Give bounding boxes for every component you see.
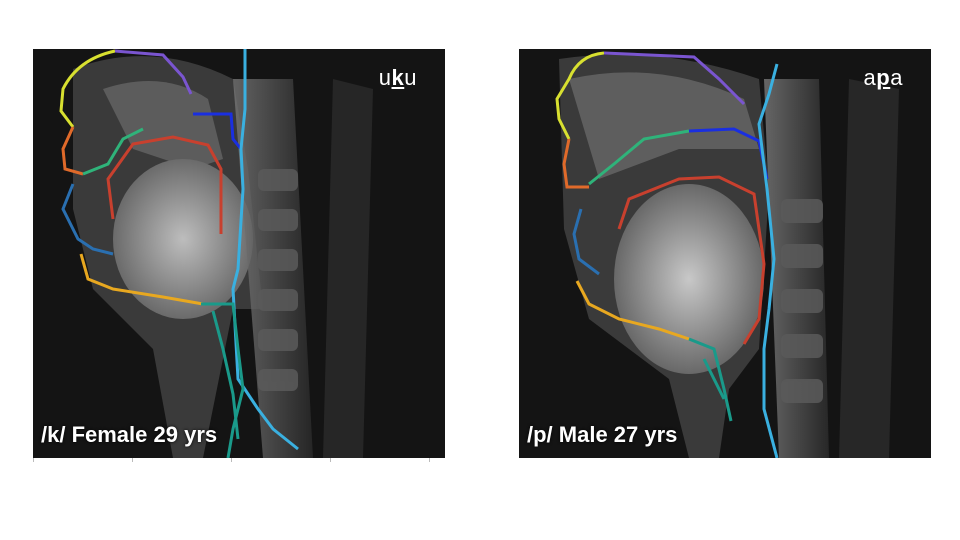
lower-lip-contour <box>572 208 600 276</box>
lip-contour <box>562 138 589 189</box>
mri-panel-female: uku /k/ Female 29 yrs <box>33 49 445 458</box>
upper-lip-nose-contour <box>59 49 116 128</box>
pharynx-wall-contour <box>757 63 779 458</box>
jaw-contour <box>575 280 690 341</box>
lip-contour <box>61 126 84 176</box>
mri-image-female <box>33 49 445 458</box>
jaw-contour <box>79 253 204 306</box>
velum-roof-contour <box>114 49 193 95</box>
panel-caption: /p/ Male 27 yrs <box>527 422 678 447</box>
tongue-contour <box>106 135 223 234</box>
lower-lip-contour <box>61 183 114 256</box>
syllable-label: apa <box>863 65 903 90</box>
palate-contour <box>82 127 144 176</box>
larynx-contour <box>201 302 245 458</box>
velum-roof-contour <box>603 51 746 106</box>
panel-caption: /k/ Female 29 yrs <box>41 422 218 447</box>
mri-image-male <box>519 49 931 458</box>
upper-lip-nose-contour <box>555 51 605 140</box>
syllable-label: uku <box>378 65 417 90</box>
larynx-contour <box>688 337 733 422</box>
target-consonant: k <box>391 65 405 90</box>
tongue-contour <box>617 175 766 345</box>
pharynx-wall-contour <box>231 49 299 451</box>
target-consonant: p <box>876 65 891 90</box>
pharynx-top-contour <box>193 112 243 150</box>
palate-contour <box>588 129 690 186</box>
mri-panel-male: apa /p/ Male 27 yrs <box>519 49 931 458</box>
axis-ticks <box>33 458 445 462</box>
